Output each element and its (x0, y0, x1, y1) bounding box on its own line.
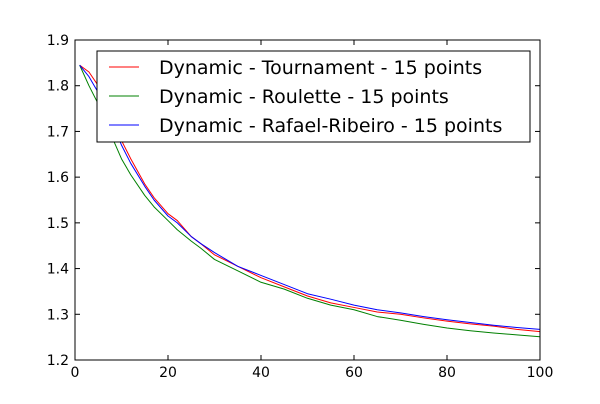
series-line-3 (79, 64, 541, 330)
y-tick-label: 1.6 (47, 170, 69, 186)
series-line-2 (79, 64, 541, 338)
y-tick-label: 1.9 (47, 33, 69, 49)
y-tick-label: 1.3 (47, 307, 69, 323)
legend-label-2: Dynamic - Roulette - 15 points (159, 86, 449, 108)
legend-box (96, 50, 531, 143)
legend-label-3: Dynamic - Rafael-Ribeiro - 15 points (159, 115, 502, 137)
legend: Dynamic - Tournament - 15 points Dynamic … (96, 50, 531, 143)
series-layer (79, 64, 541, 338)
y-tick-label: 1.7 (47, 124, 69, 140)
plot-frame (74, 39, 541, 361)
legend-label-1: Dynamic - Tournament - 15 points (159, 57, 482, 79)
y-tick-label: 1.8 (47, 79, 69, 95)
x-tick-label: 40 (252, 365, 270, 381)
y-tick-label: 1.2 (47, 353, 69, 369)
x-tick-label: 80 (438, 365, 456, 381)
x-tick-label: 60 (345, 365, 363, 381)
y-tick-label: 1.5 (47, 216, 69, 232)
x-tick-label: 100 (527, 365, 554, 381)
y-tick-label: 1.4 (47, 262, 69, 278)
x-tick-label: 0 (71, 365, 80, 381)
axes-layer: 0 20 40 60 80 100 1.2 1.3 1.4 1.5 1.6 1.7 1.8 1.9 (47, 33, 554, 381)
x-tick-label: 20 (159, 365, 177, 381)
